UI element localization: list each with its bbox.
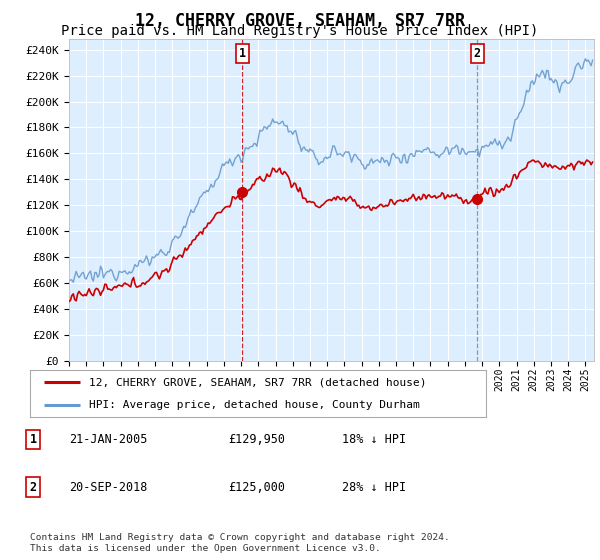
Text: 1: 1 <box>29 433 37 446</box>
Text: 20-SEP-2018: 20-SEP-2018 <box>69 480 148 494</box>
Text: Contains HM Land Registry data © Crown copyright and database right 2024.
This d: Contains HM Land Registry data © Crown c… <box>30 533 450 553</box>
Text: 2: 2 <box>29 480 37 494</box>
Text: £125,000: £125,000 <box>228 480 285 494</box>
Text: 28% ↓ HPI: 28% ↓ HPI <box>342 480 406 494</box>
Text: 21-JAN-2005: 21-JAN-2005 <box>69 433 148 446</box>
Text: 18% ↓ HPI: 18% ↓ HPI <box>342 433 406 446</box>
Text: HPI: Average price, detached house, County Durham: HPI: Average price, detached house, Coun… <box>89 400 420 410</box>
Text: Price paid vs. HM Land Registry's House Price Index (HPI): Price paid vs. HM Land Registry's House … <box>61 24 539 38</box>
Text: 2: 2 <box>474 47 481 60</box>
Text: 12, CHERRY GROVE, SEAHAM, SR7 7RR (detached house): 12, CHERRY GROVE, SEAHAM, SR7 7RR (detac… <box>89 377 427 388</box>
Text: 1: 1 <box>239 47 246 60</box>
Text: £129,950: £129,950 <box>228 433 285 446</box>
Text: 12, CHERRY GROVE, SEAHAM, SR7 7RR: 12, CHERRY GROVE, SEAHAM, SR7 7RR <box>135 12 465 30</box>
